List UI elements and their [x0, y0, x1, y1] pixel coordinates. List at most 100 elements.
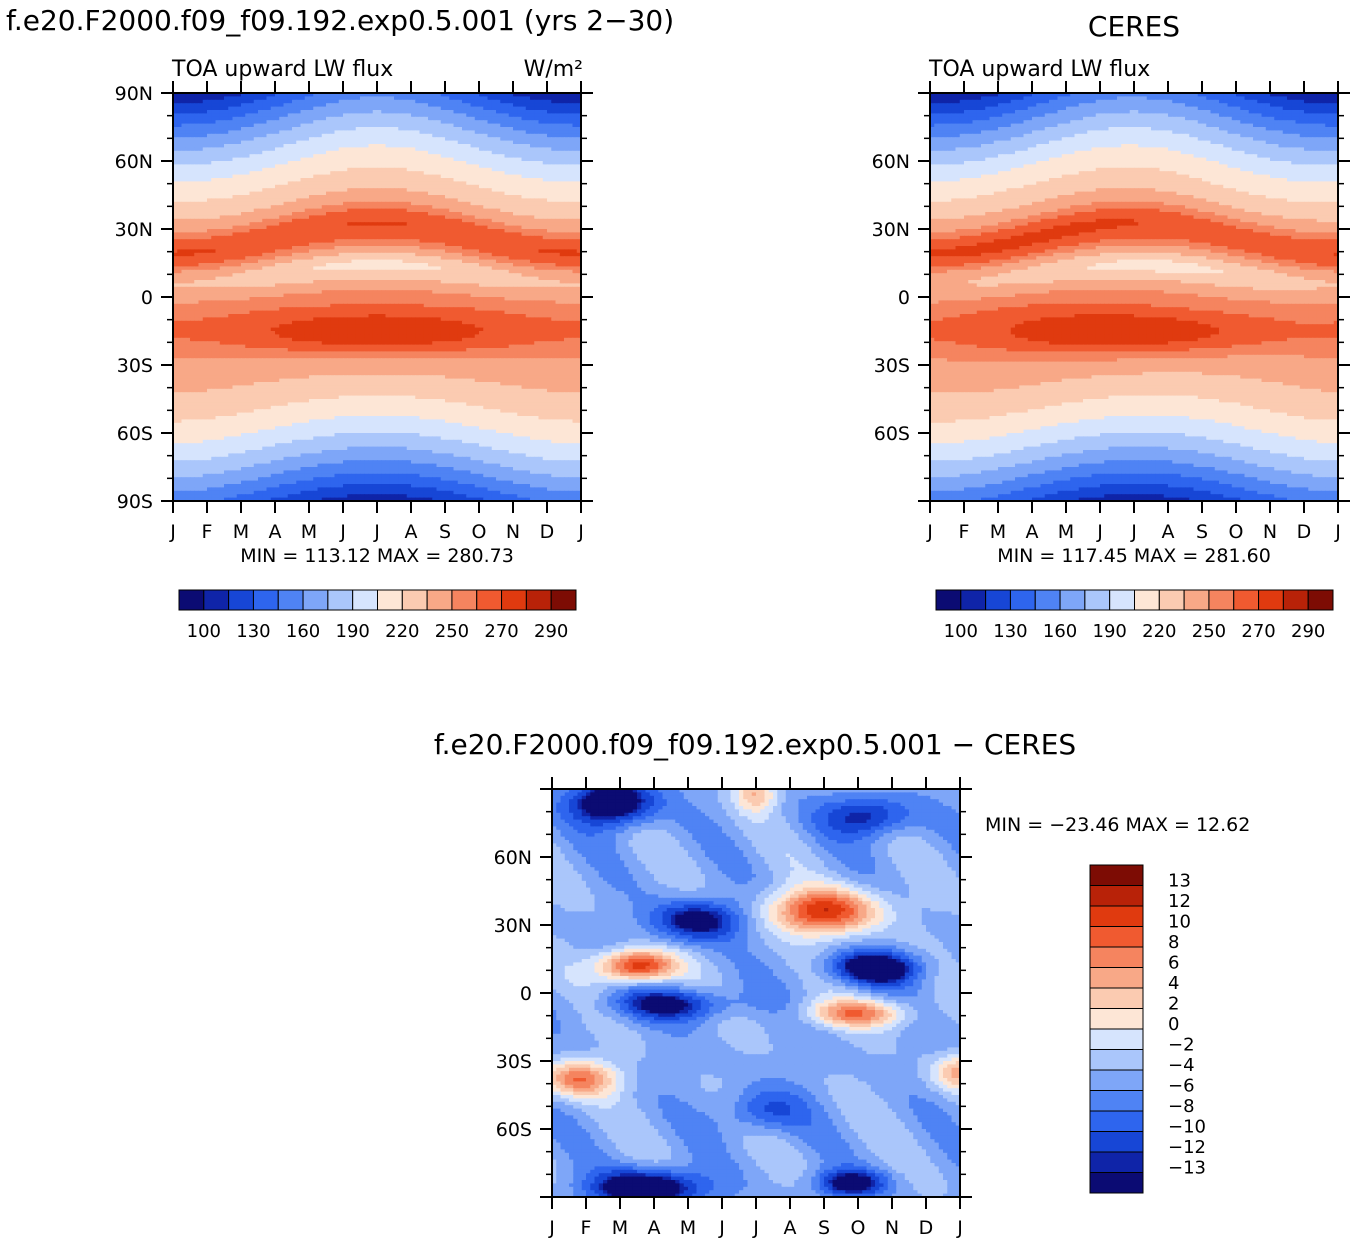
field-cell: [492, 130, 497, 134]
field-cell: [245, 137, 250, 141]
field-cell: [199, 130, 204, 134]
field-cell: [441, 130, 446, 134]
field-cell: [377, 130, 382, 134]
field-cell: [373, 130, 378, 134]
field-cell: [275, 137, 280, 141]
field-cell: [262, 137, 267, 141]
field-cell: [556, 130, 561, 134]
field-cell: [271, 130, 276, 134]
field-cell: [262, 130, 267, 134]
field-cell: [194, 137, 199, 141]
field-cell: [513, 130, 518, 134]
field-cell: [326, 130, 331, 134]
panel-model: TOA upward LW flux W/m² 90N60N30N030S60S…: [115, 57, 593, 642]
field-cell: [411, 130, 416, 134]
field-cell: [182, 130, 187, 134]
field-cell: [407, 130, 412, 134]
field-cell: [241, 130, 246, 134]
field-cell: [526, 130, 531, 134]
field-cell: [301, 137, 306, 141]
field-cell: [445, 130, 450, 134]
field-cell: [458, 130, 463, 134]
field-cell: [403, 130, 408, 134]
field-cell: [343, 130, 348, 134]
field-cell: [305, 137, 310, 141]
field-cell: [292, 130, 297, 134]
field-cell: [369, 130, 374, 134]
field-cell: [352, 130, 357, 134]
field-cell: [228, 137, 233, 141]
field-cell: [543, 130, 548, 134]
field-cell: [534, 130, 539, 134]
field-cell: [488, 130, 493, 134]
field-cell: [424, 130, 429, 134]
field-cell: [211, 130, 216, 134]
field-cell: [356, 130, 361, 134]
field-cell: [250, 130, 255, 134]
field-cell: [398, 130, 403, 134]
field-cell: [220, 130, 225, 134]
field-cell: [216, 130, 221, 134]
field-cell: [190, 137, 195, 141]
field-cell: [394, 130, 399, 134]
field-cell: [237, 130, 242, 134]
field-cell: [475, 130, 480, 134]
field-cell: [177, 137, 182, 141]
field-cell: [182, 137, 187, 141]
field-cell: [551, 130, 556, 134]
field-cell: [275, 130, 280, 134]
field-cell: [522, 130, 527, 134]
panel-title-ceres: CERES: [1088, 10, 1180, 43]
field-cell: [203, 130, 208, 134]
field-cell: [381, 130, 386, 134]
field-cell: [454, 130, 459, 134]
field-model: [173, 93, 582, 502]
field-cell: [420, 130, 425, 134]
field-cell: [560, 130, 565, 134]
field-cell: [220, 137, 225, 141]
field-cell: [339, 130, 344, 134]
field-cell: [301, 130, 306, 134]
field-cell: [386, 130, 391, 134]
field-cell: [254, 130, 259, 134]
field-cell: [305, 130, 310, 134]
field-cell: [505, 130, 510, 134]
field-cell: [254, 137, 259, 141]
field-cell: [509, 130, 514, 134]
field-cell: [318, 130, 323, 134]
field-cell: [284, 130, 289, 134]
field-cell: [466, 130, 471, 134]
field-cell: [186, 130, 191, 134]
field-cell: [271, 137, 276, 141]
field-cell: [568, 130, 573, 134]
field-cell: [309, 130, 314, 134]
field-cell: [211, 137, 216, 141]
field-cell: [347, 130, 352, 134]
figure: f.e20.F2000.f09_f09.192.exp0.5.001 (yrs …: [0, 0, 1356, 1242]
field-cell: [267, 130, 272, 134]
field-cell: [186, 137, 191, 141]
field-cell: [335, 130, 340, 134]
field-cell: [330, 130, 335, 134]
field-cell: [449, 130, 454, 134]
field-cell: [288, 137, 293, 141]
field-cell: [194, 130, 199, 134]
field-cell: [190, 130, 195, 134]
field-cell: [216, 137, 221, 141]
field-cell: [224, 130, 229, 134]
field-cell: [530, 130, 535, 134]
field-cell: [479, 130, 484, 134]
field-cell: [279, 130, 284, 134]
field-cell: [177, 130, 182, 134]
field-cell: [258, 137, 263, 141]
field-cell: [292, 137, 297, 141]
field-cell: [500, 130, 505, 134]
field-cell: [390, 130, 395, 134]
field-cell: [288, 130, 293, 134]
field-cell: [564, 130, 569, 134]
field-cell: [237, 137, 242, 141]
field-cell: [471, 130, 476, 134]
field-cell: [428, 130, 433, 134]
field-cell: [483, 130, 488, 134]
field-cell: [203, 137, 208, 141]
